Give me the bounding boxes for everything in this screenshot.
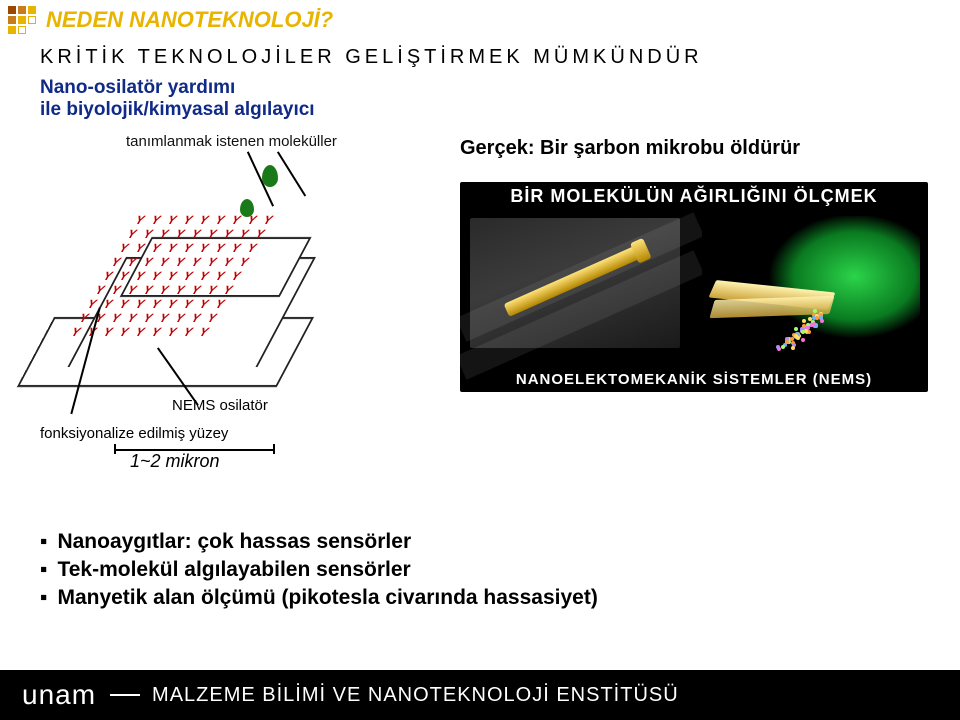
bullet-item: Tek-molekül algılayabilen sensörler bbox=[40, 556, 920, 584]
molecule-icon bbox=[262, 165, 278, 187]
right-column: Gerçek: Bir şarbon mikrobu öldürür BİR M… bbox=[460, 137, 920, 392]
bullet-item: Nanoaygıtlar: çok hassas sensörler bbox=[40, 528, 920, 556]
particle-icon bbox=[801, 330, 805, 334]
particle-icon bbox=[791, 346, 795, 350]
left-heading-2: ile biyolojik/kimyasal algılayıcı bbox=[40, 99, 460, 121]
nems-weighing-box: BİR MOLEKÜLÜN AĞIRLIĞINI ÖLÇMEK NANOELEK… bbox=[460, 182, 928, 392]
particle-icon bbox=[781, 345, 785, 349]
title-block-icon bbox=[8, 6, 36, 34]
footer: unam MALZEME BİLİMİ VE NANOTEKNOLOJİ ENS… bbox=[0, 670, 960, 720]
particle-icon bbox=[796, 336, 800, 340]
box-caption: NANOELEKTOMEKANİK SİSTEMLER (NEMS) bbox=[460, 371, 928, 388]
particle-icon bbox=[776, 345, 780, 349]
particle-icon bbox=[801, 338, 805, 342]
particle-icon bbox=[802, 319, 806, 323]
box-title: BİR MOLEKÜLÜN AĞIRLIĞINI ÖLÇMEK bbox=[460, 186, 928, 207]
particle-icon bbox=[794, 327, 798, 331]
footer-institute: MALZEME BİLİMİ VE NANOTEKNOLOJİ ENSTİTÜS… bbox=[152, 684, 679, 707]
scale-label: 1~2 mikron bbox=[130, 451, 220, 472]
particle-icon bbox=[820, 319, 824, 323]
bullet-list: Nanoaygıtlar: çok hassas sensörler Tek-m… bbox=[40, 528, 920, 612]
sem-image-icon bbox=[470, 218, 680, 348]
molecule-label: tanımlanmak istenen moleküller bbox=[126, 133, 337, 150]
cell-render-icon bbox=[702, 216, 920, 350]
title-bar: NEDEN NANOTEKNOLOJİ? bbox=[0, 0, 960, 34]
nems-label: NEMS osilatör bbox=[172, 397, 268, 414]
footer-logo: unam bbox=[22, 679, 96, 711]
footer-divider-icon bbox=[110, 694, 140, 696]
nems-diagram: tanımlanmak istenen moleküller YYY bbox=[40, 127, 440, 457]
slide-subtitle: KRİTİK TEKNOLOJİLER GELİŞTİRMEK MÜMKÜNDÜ… bbox=[40, 46, 920, 69]
left-heading-1: Nano-osilatör yardımı bbox=[40, 77, 460, 99]
particle-icon bbox=[808, 317, 812, 321]
slide-title: NEDEN NANOTEKNOLOJİ? bbox=[46, 7, 333, 33]
functional-surface-label: fonksiyonalize edilmiş yüzey bbox=[40, 425, 228, 442]
right-headline: Gerçek: Bir şarbon mikrobu öldürür bbox=[460, 137, 920, 160]
slide: NEDEN NANOTEKNOLOJİ? KRİTİK TEKNOLOJİLER… bbox=[0, 0, 960, 720]
bullet-item: Manyetik alan ölçümü (pikotesla civarınd… bbox=[40, 584, 920, 612]
left-column: Nano-osilatör yardımı ile biyolojik/kimy… bbox=[40, 77, 460, 457]
particle-icon bbox=[815, 316, 819, 320]
